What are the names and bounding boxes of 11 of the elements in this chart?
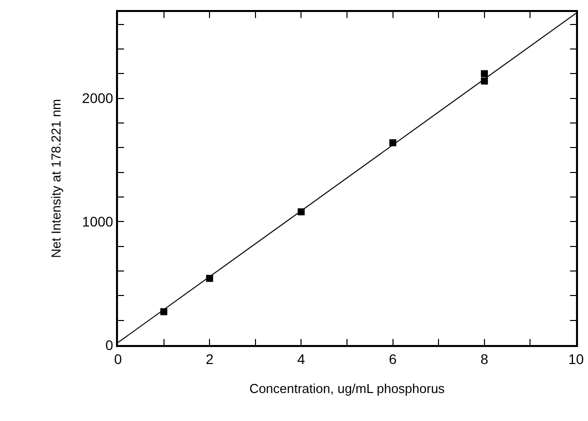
x-tick-label: 2 <box>206 350 214 367</box>
point <box>480 70 488 78</box>
y-tick-label: 1000 <box>82 214 114 230</box>
x-tick-label: 8 <box>480 350 488 367</box>
y-axis-title: Net Intensity at 178.221 nm <box>48 99 64 258</box>
x-tick-label: 6 <box>388 350 397 367</box>
y-tick-label: 2000 <box>82 90 114 106</box>
y-tick-label: 0 <box>105 336 114 353</box>
x-tick-label: 4 <box>297 350 306 367</box>
x-axis-title: Concentration, ug/mL phosphorus <box>249 380 446 396</box>
x-tick-label: 10 <box>568 350 584 367</box>
